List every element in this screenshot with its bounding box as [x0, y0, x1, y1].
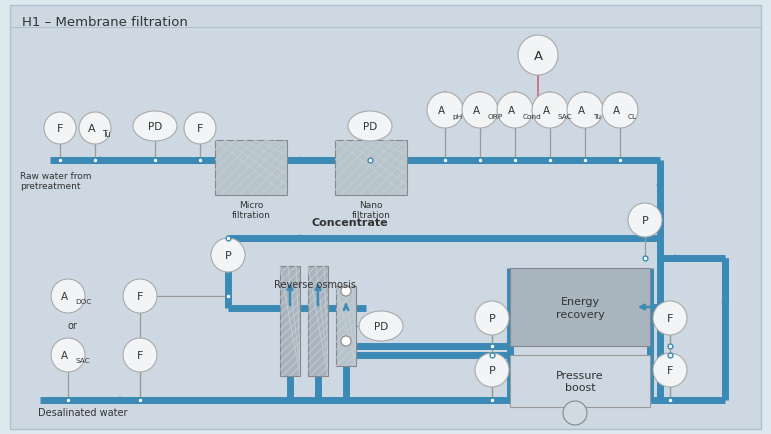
Bar [215, 140, 287, 195]
Text: P: P [489, 366, 496, 376]
Circle shape [341, 336, 351, 346]
Text: recovery: recovery [556, 310, 604, 320]
Bar [510, 268, 650, 346]
Text: A: A [438, 106, 446, 116]
Text: CL: CL [628, 114, 637, 120]
Ellipse shape [133, 111, 177, 141]
Text: boost: boost [564, 383, 595, 393]
Circle shape [123, 338, 157, 372]
Text: SAC: SAC [75, 358, 89, 365]
Text: SAC: SAC [557, 114, 572, 120]
Bar [336, 286, 356, 366]
Text: A: A [578, 106, 585, 116]
Circle shape [462, 92, 498, 128]
Ellipse shape [348, 111, 392, 141]
Circle shape [653, 353, 687, 387]
Text: A: A [534, 49, 543, 62]
Text: ORP: ORP [487, 114, 503, 120]
Bar [280, 266, 300, 376]
Ellipse shape [359, 311, 403, 341]
Circle shape [51, 338, 85, 372]
Text: Micro
filtration: Micro filtration [231, 201, 271, 220]
Text: DOC: DOC [75, 299, 92, 306]
Text: A: A [62, 292, 69, 302]
Circle shape [184, 112, 216, 144]
Circle shape [44, 112, 76, 144]
Circle shape [79, 112, 111, 144]
Circle shape [475, 301, 509, 335]
Circle shape [211, 238, 245, 272]
Text: Raw water from
pretreatment: Raw water from pretreatment [20, 172, 92, 191]
Text: A: A [613, 106, 621, 116]
Text: Desalinated water: Desalinated water [38, 408, 127, 418]
Circle shape [653, 301, 687, 335]
Text: A: A [89, 124, 96, 134]
Text: P: P [489, 314, 496, 324]
Text: A: A [473, 106, 480, 116]
Text: pH: pH [453, 114, 463, 120]
Text: A: A [544, 106, 550, 116]
Circle shape [497, 92, 533, 128]
Text: Pressure: Pressure [556, 371, 604, 381]
Text: A: A [508, 106, 515, 116]
Circle shape [628, 203, 662, 237]
Text: PD: PD [148, 122, 162, 132]
Text: F: F [136, 292, 143, 302]
Text: A: A [62, 351, 69, 361]
Text: Nano
filtration: Nano filtration [352, 201, 390, 220]
Text: Energy: Energy [561, 297, 600, 307]
Circle shape [341, 286, 351, 296]
Text: F: F [57, 124, 63, 134]
Circle shape [475, 353, 509, 387]
Bar [510, 355, 650, 407]
Circle shape [427, 92, 463, 128]
Circle shape [563, 401, 587, 425]
Circle shape [532, 92, 568, 128]
Circle shape [518, 35, 558, 75]
Circle shape [51, 279, 85, 313]
Text: PD: PD [374, 322, 388, 332]
Text: PD: PD [363, 122, 377, 132]
Text: P: P [224, 251, 231, 261]
Circle shape [602, 92, 638, 128]
Bar [335, 140, 407, 195]
Circle shape [567, 92, 603, 128]
Text: F: F [136, 351, 143, 361]
Circle shape [123, 279, 157, 313]
Text: P: P [641, 216, 648, 226]
Text: or: or [67, 321, 77, 331]
Text: F: F [667, 314, 673, 324]
Text: Tu: Tu [593, 114, 601, 120]
Text: Concentrate: Concentrate [311, 218, 389, 228]
Text: F: F [197, 124, 204, 134]
Text: F: F [667, 366, 673, 376]
Text: Cond: Cond [523, 114, 541, 120]
Text: Tu: Tu [102, 130, 110, 138]
Text: Reverse osmosis: Reverse osmosis [274, 280, 356, 290]
Bar [308, 266, 328, 376]
Text: H1 – Membrane filtration: H1 – Membrane filtration [22, 16, 188, 29]
